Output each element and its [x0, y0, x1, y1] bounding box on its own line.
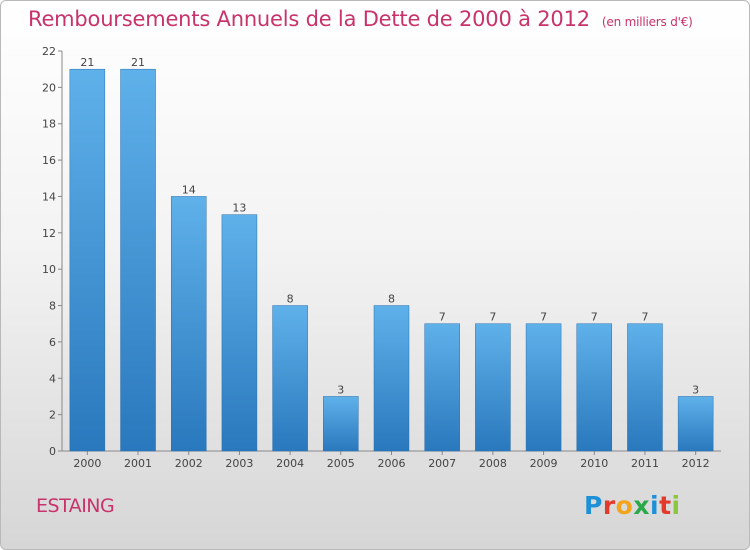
x-tick-label: 2002: [175, 457, 203, 470]
bar-2011: [627, 323, 663, 452]
chart-title-main: Remboursements Annuels de la Dette de 20…: [28, 7, 590, 31]
x-tick-label: 2006: [378, 457, 406, 470]
bar-value-label: 7: [439, 311, 446, 324]
y-tick-label: 12: [42, 227, 56, 240]
x-tick-label: 2000: [73, 457, 101, 470]
y-tick-label: 18: [42, 118, 56, 131]
y-tick-label: 0: [49, 445, 56, 458]
x-tick-label: 2012: [682, 457, 710, 470]
bar-2002: [170, 196, 207, 452]
bar-value-label: 7: [540, 311, 547, 324]
x-tick-label: 2010: [580, 457, 608, 470]
bar-2006: [373, 305, 410, 452]
bar-2012: [677, 396, 714, 452]
chart-title: Remboursements Annuels de la Dette de 20…: [28, 7, 693, 31]
y-tick-label: 22: [42, 45, 56, 58]
logo-letter: x: [633, 491, 650, 520]
x-tick-label: 2005: [327, 457, 355, 470]
y-tick-label: 2: [49, 409, 56, 422]
y-tick-label: 4: [49, 372, 56, 385]
logo-letter: r: [602, 491, 616, 520]
x-tick-label: 2003: [225, 457, 253, 470]
bar-2009: [525, 323, 562, 452]
y-tick-label: 6: [49, 336, 56, 349]
bar-value-label: 3: [337, 383, 344, 396]
y-tick-label: 8: [49, 300, 56, 313]
bar-2000: [69, 68, 106, 452]
bar-value-label: 3: [692, 383, 699, 396]
bar-value-label: 7: [591, 311, 598, 324]
bar-value-label: 14: [182, 183, 196, 196]
logo-letter: P: [584, 491, 603, 520]
y-tick-label: 20: [42, 81, 56, 94]
bar-2010: [576, 323, 613, 452]
x-tick-label: 2011: [631, 457, 659, 470]
bar-2008: [475, 323, 511, 452]
bar-value-label: 21: [131, 56, 145, 69]
logo-letter: t: [659, 491, 672, 520]
chart-title-unit: (en milliers d'€): [601, 15, 693, 29]
bar-2001: [120, 68, 156, 452]
x-tick-label: 2008: [479, 457, 507, 470]
logo-letter: i: [671, 491, 681, 520]
bar-value-label: 8: [388, 293, 395, 306]
y-tick-label: 16: [42, 154, 56, 167]
bar-value-label: 8: [287, 293, 294, 306]
chart-bars: 21 21 14 13 8 3 8 7 7 7 7 7 3: [69, 56, 714, 452]
logo-letter: i: [650, 491, 660, 520]
bar-value-label: 7: [641, 311, 648, 324]
proxiti-logo: Proxiti: [584, 491, 681, 520]
x-tick-label: 2004: [276, 457, 304, 470]
bar-2004: [272, 305, 308, 452]
bar-value-label: 21: [80, 56, 94, 69]
x-tick-label: 2001: [124, 457, 152, 470]
bar-value-label: 7: [489, 311, 496, 324]
x-tick-label: 2007: [428, 457, 456, 470]
bar-2005: [323, 396, 359, 452]
bar-2007: [424, 323, 460, 452]
logo-letter: o: [615, 491, 634, 520]
chart-axes: 0 2 4 6 8 10 12 14 16 18 20 22 2000 2001 2002 2003 2004 2…: [42, 45, 721, 470]
x-tick-label: 2009: [530, 457, 558, 470]
bar-2003: [221, 214, 258, 452]
bar-value-label: 13: [232, 202, 246, 215]
y-tick-label: 14: [42, 190, 56, 203]
y-tick-label: 10: [42, 263, 56, 276]
commune-name: ESTAING: [36, 495, 115, 517]
